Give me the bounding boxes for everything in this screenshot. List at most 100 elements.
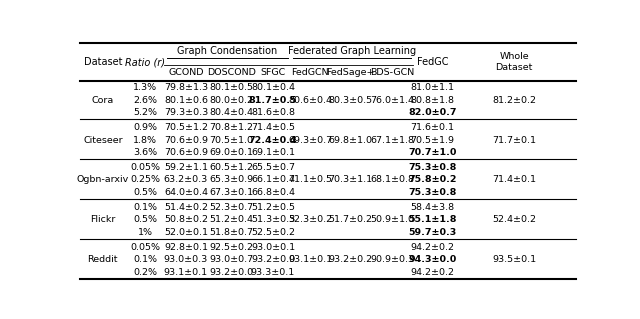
Text: 79.8±1.3: 79.8±1.3 (164, 83, 208, 92)
Text: 0.1%: 0.1% (133, 256, 157, 264)
Text: Reddit: Reddit (88, 256, 118, 264)
Text: 80.6±0.4: 80.6±0.4 (288, 96, 332, 105)
Text: 51.3±0.3: 51.3±0.3 (251, 215, 295, 225)
Text: 80.0±0.2: 80.0±0.2 (209, 96, 253, 105)
Text: 93.3±0.1: 93.3±0.1 (251, 268, 295, 277)
Text: 66.8±0.4: 66.8±0.4 (251, 188, 295, 197)
Text: 69.8±1.0: 69.8±1.0 (328, 136, 372, 145)
Text: 50.9±1.0: 50.9±1.0 (370, 215, 414, 225)
Text: 0.05%: 0.05% (130, 163, 160, 172)
Text: 71.7±0.1: 71.7±0.1 (492, 136, 536, 145)
Text: 0.1%: 0.1% (133, 203, 157, 212)
Text: 66.1±0.4: 66.1±0.4 (251, 175, 295, 184)
Text: 93.2±0.0: 93.2±0.0 (209, 268, 253, 277)
Text: 52.3±0.7: 52.3±0.7 (209, 203, 253, 212)
Text: 51.8±0.7: 51.8±0.7 (209, 228, 253, 237)
Text: 52.0±0.1: 52.0±0.1 (164, 228, 208, 237)
Text: 79.3±0.3: 79.3±0.3 (164, 108, 208, 117)
Text: 70.5±1.9: 70.5±1.9 (411, 136, 454, 145)
Text: 80.1±0.4: 80.1±0.4 (251, 83, 295, 92)
Text: 65.5±0.7: 65.5±0.7 (251, 163, 295, 172)
Text: 0.2%: 0.2% (133, 268, 157, 277)
Text: 81.6±0.8: 81.6±0.8 (251, 108, 295, 117)
Text: 51.7±0.2: 51.7±0.2 (328, 215, 372, 225)
Text: 69.1±0.1: 69.1±0.1 (251, 148, 295, 157)
Text: BDS-GCN: BDS-GCN (370, 69, 414, 78)
Text: 81.7±0.5: 81.7±0.5 (249, 96, 297, 105)
Text: FedSage+: FedSage+ (326, 69, 374, 78)
Text: 67.1±1.8: 67.1±1.8 (370, 136, 414, 145)
Text: 64.0±0.4: 64.0±0.4 (164, 188, 208, 197)
Text: 59.7±0.3: 59.7±0.3 (408, 228, 457, 237)
Text: 50.8±0.2: 50.8±0.2 (164, 215, 208, 225)
Text: 2.6%: 2.6% (133, 96, 157, 105)
Text: 93.2±0.0: 93.2±0.0 (251, 256, 295, 264)
Text: 0.5%: 0.5% (133, 188, 157, 197)
Text: 94.2±0.2: 94.2±0.2 (411, 268, 454, 277)
Text: 67.3±0.1: 67.3±0.1 (209, 188, 253, 197)
Text: 52.4±0.2: 52.4±0.2 (492, 215, 536, 225)
Text: 72.4±0.4: 72.4±0.4 (249, 136, 297, 145)
Text: 93.0±0.7: 93.0±0.7 (209, 256, 253, 264)
Text: SFGC: SFGC (260, 69, 285, 78)
Text: 3.6%: 3.6% (133, 148, 157, 157)
Text: 51.2±0.4: 51.2±0.4 (209, 215, 253, 225)
Text: 93.1±0.1: 93.1±0.1 (288, 256, 332, 264)
Text: 71.4±0.5: 71.4±0.5 (251, 123, 295, 132)
Text: 1.3%: 1.3% (133, 83, 157, 92)
Text: 0.05%: 0.05% (130, 243, 160, 252)
Text: 60.5±1.2: 60.5±1.2 (209, 163, 253, 172)
Text: 5.2%: 5.2% (133, 108, 157, 117)
Text: Ogbn-arxiv: Ogbn-arxiv (77, 175, 129, 184)
Text: GCOND: GCOND (168, 69, 204, 78)
Text: 0.5%: 0.5% (133, 215, 157, 225)
Text: 93.0±0.3: 93.0±0.3 (164, 256, 208, 264)
Text: 76.0±1.4: 76.0±1.4 (370, 96, 414, 105)
Text: 1.8%: 1.8% (133, 136, 157, 145)
Text: 82.0±0.7: 82.0±0.7 (408, 108, 457, 117)
Text: Ratio (r): Ratio (r) (125, 57, 165, 67)
Text: 69.3±0.7: 69.3±0.7 (288, 136, 332, 145)
Text: 71.4±0.1: 71.4±0.1 (492, 175, 536, 184)
Text: 80.1±0.6: 80.1±0.6 (164, 96, 208, 105)
Text: 71.1±0.5: 71.1±0.5 (288, 175, 332, 184)
Text: Cora: Cora (92, 96, 114, 105)
Text: 51.2±0.5: 51.2±0.5 (251, 203, 295, 212)
Text: FedGCN: FedGCN (291, 69, 329, 78)
Text: 94.3±0.0: 94.3±0.0 (408, 256, 457, 264)
Text: 92.8±0.1: 92.8±0.1 (164, 243, 208, 252)
Text: Federated Graph Learning: Federated Graph Learning (288, 46, 416, 56)
Text: 70.6±0.9: 70.6±0.9 (164, 148, 208, 157)
Text: 80.8±1.8: 80.8±1.8 (411, 96, 454, 105)
Text: 93.1±0.1: 93.1±0.1 (164, 268, 208, 277)
Text: Citeseer: Citeseer (83, 136, 123, 145)
Text: 58.4±3.8: 58.4±3.8 (411, 203, 454, 212)
Text: 94.2±0.2: 94.2±0.2 (411, 243, 454, 252)
Text: 51.4±0.2: 51.4±0.2 (164, 203, 208, 212)
Text: 70.3±1.1: 70.3±1.1 (328, 175, 372, 184)
Text: 81.0±1.1: 81.0±1.1 (411, 83, 454, 92)
Text: Graph Condensation: Graph Condensation (177, 46, 278, 56)
Text: 70.7±1.0: 70.7±1.0 (408, 148, 457, 157)
Text: 52.5±0.2: 52.5±0.2 (251, 228, 295, 237)
Text: 80.1±0.5: 80.1±0.5 (209, 83, 253, 92)
Text: 71.6±0.1: 71.6±0.1 (411, 123, 454, 132)
Text: 63.2±0.3: 63.2±0.3 (164, 175, 208, 184)
Text: 92.5±0.2: 92.5±0.2 (209, 243, 253, 252)
Text: 70.5±1.0: 70.5±1.0 (209, 136, 253, 145)
Text: 93.0±0.1: 93.0±0.1 (251, 243, 295, 252)
Text: 75.3±0.8: 75.3±0.8 (408, 188, 457, 197)
Text: 70.6±0.9: 70.6±0.9 (164, 136, 208, 145)
Text: 59.2±1.1: 59.2±1.1 (164, 163, 208, 172)
Text: 70.5±1.2: 70.5±1.2 (164, 123, 208, 132)
Text: 81.2±0.2: 81.2±0.2 (492, 96, 536, 105)
Text: 52.3±0.2: 52.3±0.2 (288, 215, 332, 225)
Text: 75.3±0.8: 75.3±0.8 (408, 163, 457, 172)
Text: 80.3±0.5: 80.3±0.5 (328, 96, 372, 105)
Text: 93.2±0.2: 93.2±0.2 (328, 256, 372, 264)
Text: 75.8±0.2: 75.8±0.2 (408, 175, 457, 184)
Text: 1%: 1% (138, 228, 152, 237)
Text: FedGC: FedGC (417, 57, 449, 67)
Text: 65.3±0.9: 65.3±0.9 (209, 175, 253, 184)
Text: Flickr: Flickr (90, 215, 115, 225)
